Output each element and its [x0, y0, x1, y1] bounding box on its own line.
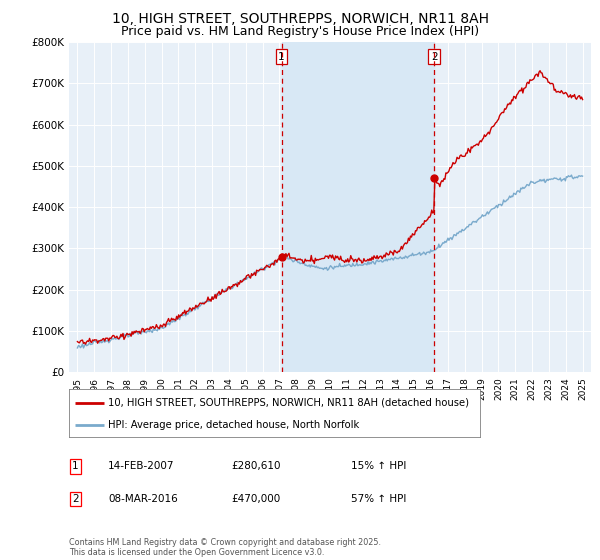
Text: 10, HIGH STREET, SOUTHREPPS, NORWICH, NR11 8AH (detached house): 10, HIGH STREET, SOUTHREPPS, NORWICH, NR… — [108, 398, 469, 408]
Text: Contains HM Land Registry data © Crown copyright and database right 2025.
This d: Contains HM Land Registry data © Crown c… — [69, 538, 381, 557]
Text: 10, HIGH STREET, SOUTHREPPS, NORWICH, NR11 8AH: 10, HIGH STREET, SOUTHREPPS, NORWICH, NR… — [112, 12, 488, 26]
Text: 1: 1 — [72, 461, 79, 472]
Text: Price paid vs. HM Land Registry's House Price Index (HPI): Price paid vs. HM Land Registry's House … — [121, 25, 479, 38]
Text: 1: 1 — [278, 52, 285, 62]
Text: 57% ↑ HPI: 57% ↑ HPI — [351, 494, 406, 504]
Text: HPI: Average price, detached house, North Norfolk: HPI: Average price, detached house, Nort… — [108, 420, 359, 430]
Text: 08-MAR-2016: 08-MAR-2016 — [108, 494, 178, 504]
Text: 2: 2 — [431, 52, 437, 62]
Text: £470,000: £470,000 — [231, 494, 280, 504]
Text: 14-FEB-2007: 14-FEB-2007 — [108, 461, 175, 472]
Text: 2: 2 — [72, 494, 79, 504]
Text: 15% ↑ HPI: 15% ↑ HPI — [351, 461, 406, 472]
Bar — [281, 42, 434, 372]
Text: £280,610: £280,610 — [231, 461, 281, 472]
